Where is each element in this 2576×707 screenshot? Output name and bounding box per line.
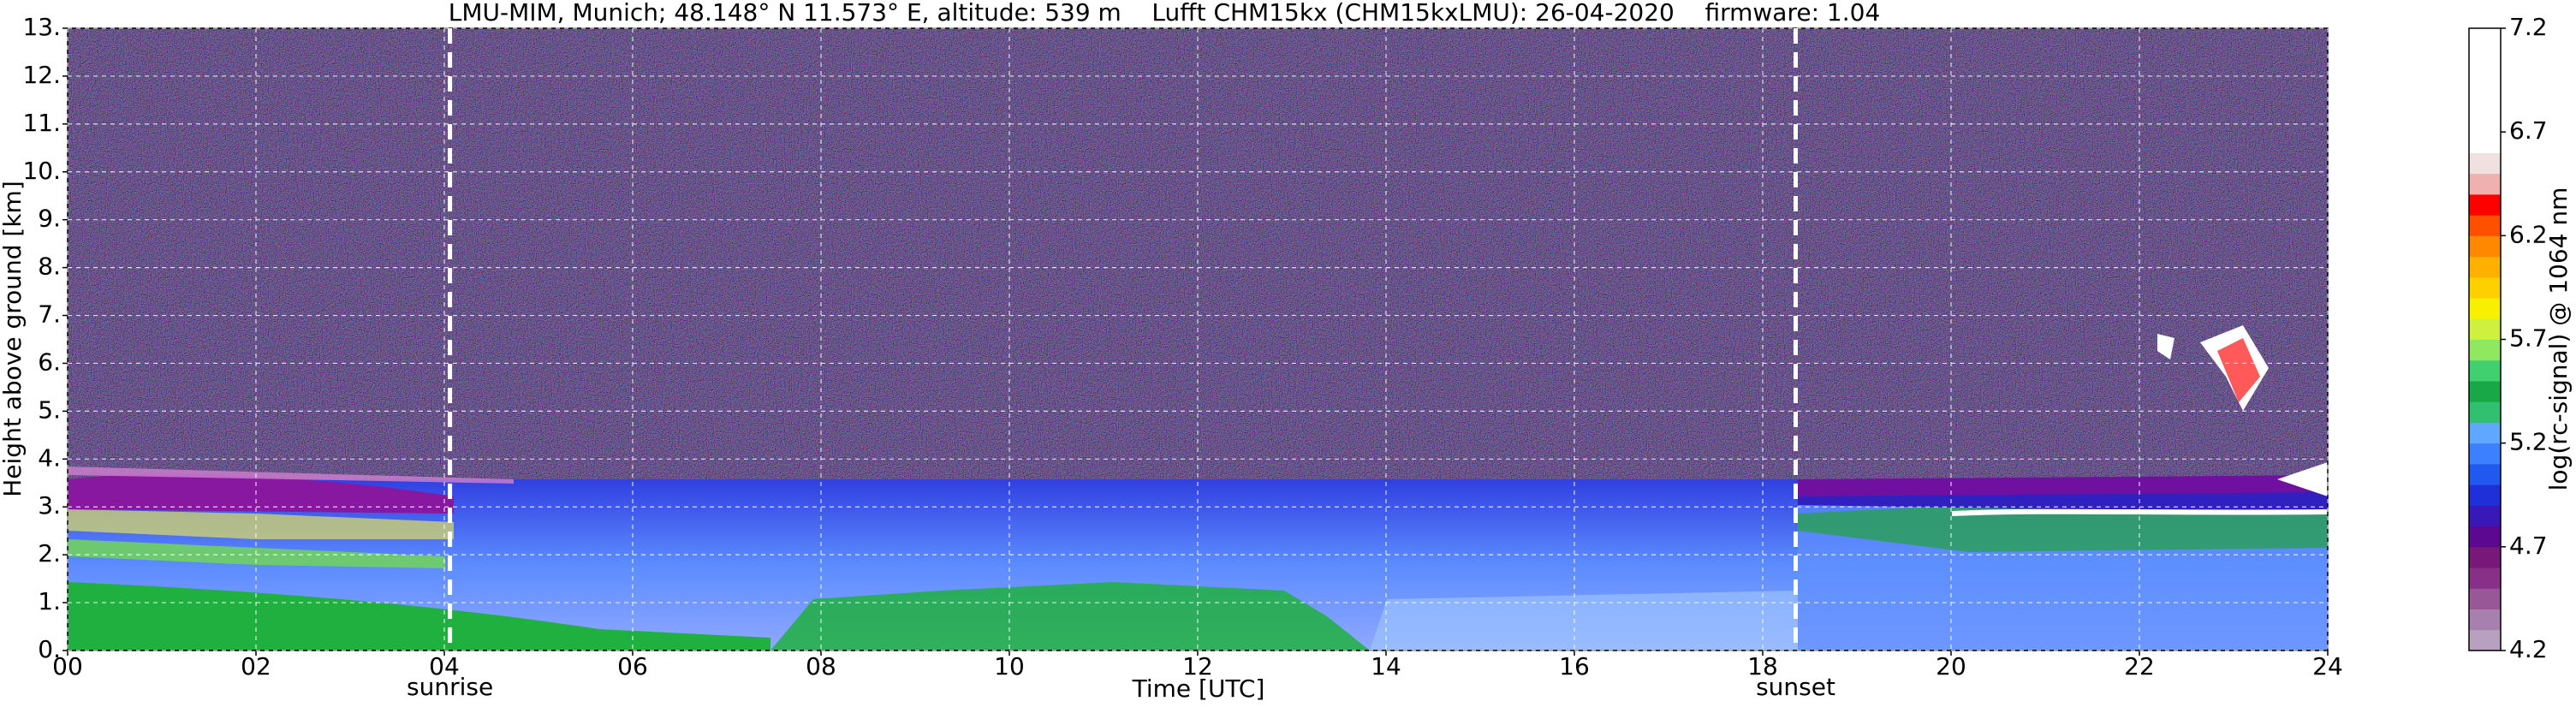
chart-title: LMU-MIM, Munich; 48.148° N 11.573° E, al… [449,0,1881,27]
colorbar-band [2469,298,2501,319]
annotation-label: sunset [1756,673,1835,701]
colorbar-label: log(rc-signal) @ 1064 nm [2544,187,2573,491]
y-tick-label: 0. [38,635,61,663]
y-tick-label: 2. [38,539,61,567]
x-axis-label: Time [UTC] [1132,674,1265,703]
colorbar-band [2469,28,2501,50]
y-tick-label: 7. [38,300,61,329]
colorbar-band [2469,505,2501,527]
x-tick-label: 10 [994,652,1025,680]
y-tick-label: 11. [22,109,61,137]
y-tick-label: 10. [22,157,61,185]
y-tick-label: 6. [38,348,61,376]
colorbar-tick-label: 4.7 [2509,532,2548,560]
y-tick-label: 5. [38,395,61,424]
colorbar-tick-label: 5.2 [2509,428,2548,456]
colorbar-band [2469,546,2501,568]
colorbar-band [2469,339,2501,361]
y-tick-label: 8. [38,253,61,281]
colorbar-band [2469,567,2501,589]
x-tick-label: 18 [1747,652,1778,680]
colorbar-band [2469,69,2501,92]
x-tick-label: 22 [2124,652,2155,680]
colorbar-band [2469,318,2501,340]
y-tick-label: 3. [38,491,61,520]
colorbar-band [2469,235,2501,258]
colorbar-band [2469,401,2501,423]
colorbar-band [2469,526,2501,548]
colorbar-tick-label: 4.2 [2509,635,2548,663]
colorbar-band [2469,90,2501,112]
colorbar-band [2469,256,2501,278]
colorbar-tick-label: 7.2 [2509,13,2548,41]
colorbar-tick-label: 6.2 [2509,220,2548,248]
x-tick-label: 12 [1182,652,1213,680]
x-tick-label: 16 [1559,652,1590,680]
y-axis-label: Height above ground [km] [0,181,27,497]
x-tick-label: 24 [2312,652,2343,680]
colorbar-tick-label: 5.7 [2509,324,2548,353]
x-tick-label: 02 [241,652,271,680]
y-tick-label: 12. [22,61,61,89]
colorbar-band [2469,49,2501,70]
y-tick-label: 9. [38,205,61,233]
colorbar-band [2469,629,2501,651]
colorbar-band [2469,276,2501,299]
colorbar-band [2469,110,2501,133]
colorbar-band [2469,463,2501,485]
x-tick-label: 20 [1936,652,1966,680]
colorbar-band [2469,193,2501,216]
colorbar-band [2469,380,2501,402]
y-tick-label: 4. [38,443,61,472]
annotation-label: sunrise [407,673,493,701]
colorbar-band [2469,152,2501,175]
colorbar-band [2469,132,2501,153]
x-tick-label: 14 [1371,652,1401,680]
x-tick-label: 06 [617,652,648,680]
colorbar-band [2469,609,2501,631]
x-tick-label: 08 [806,652,836,680]
colorbar-band [2469,422,2501,444]
colorbar-band [2469,484,2501,506]
colorbar-band [2469,359,2501,382]
x-tick-label: 04 [429,652,460,680]
y-tick-label: 13. [22,13,61,41]
colorbar-tick-label: 6.7 [2509,116,2548,145]
x-tick-label: 00 [52,652,83,680]
colorbar-band [2469,173,2501,195]
colorbar-band [2469,588,2501,610]
y-tick-label: 1. [38,587,61,615]
colorbar-band [2469,215,2501,236]
colorbar-band [2469,443,2501,465]
